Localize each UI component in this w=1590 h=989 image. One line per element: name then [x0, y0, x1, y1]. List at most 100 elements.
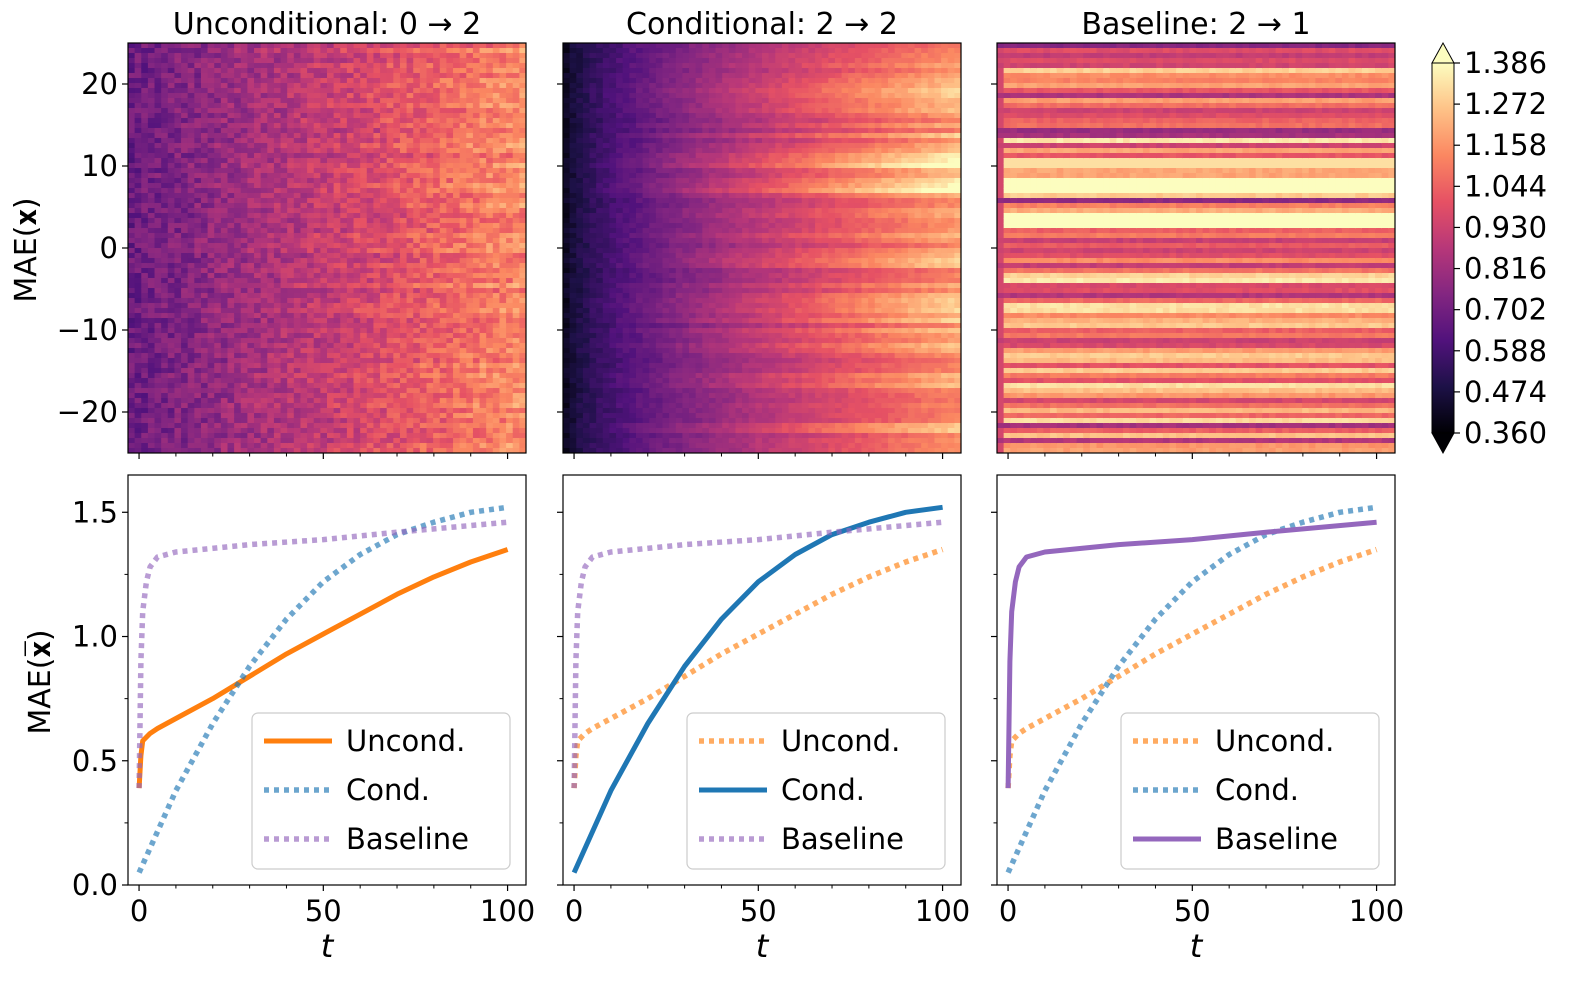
heatmap-cell: [273, 298, 282, 304]
heatmap-cell: [399, 293, 408, 299]
heatmap-cell: [426, 153, 434, 159]
heatmap-cell: [161, 323, 169, 329]
heatmap-cell: [260, 313, 268, 319]
heatmap-cell: [563, 223, 571, 229]
heatmap-cell: [234, 83, 242, 89]
heatmap-cell: [247, 418, 255, 424]
heatmap-cell: [519, 363, 526, 369]
heatmap-cell: [419, 418, 428, 424]
heatmap-cell: [439, 108, 447, 114]
heatmap-cell: [161, 378, 169, 384]
heatmap-cell: [227, 148, 235, 154]
heatmap-cell: [346, 408, 355, 414]
heatmap-cell: [472, 448, 481, 453]
heatmap-cell: [260, 373, 268, 379]
heatmap-cell: [214, 313, 222, 319]
heatmap-cell: [393, 363, 401, 369]
heatmap-cell: [499, 383, 507, 389]
heatmap-cell: [307, 408, 315, 414]
heatmap-cell: [479, 338, 487, 344]
heatmap-cell: [366, 373, 375, 379]
heatmap-cell: [499, 193, 507, 199]
heatmap-cell: [446, 433, 454, 439]
heatmap-cell: [459, 448, 467, 453]
heatmap-cell: [446, 228, 454, 234]
heatmap-cell: [499, 333, 507, 339]
heatmap-cell: [300, 433, 308, 439]
heatmap-cell: [366, 253, 375, 259]
heatmap-cell: [167, 438, 176, 444]
heatmap-cell: [333, 248, 341, 254]
heatmap-cell: [147, 258, 156, 264]
heatmap-cell: [181, 248, 189, 254]
heatmap-cell: [433, 263, 441, 269]
heatmap-cell: [466, 393, 474, 399]
heatmap-cell: [433, 268, 441, 274]
heatmap-cell: [492, 238, 501, 244]
heatmap-cell: [141, 423, 149, 429]
heatmap-cell: [399, 228, 408, 234]
heatmap-cell: [220, 403, 229, 409]
heatmap-cell: [519, 193, 526, 199]
heatmap-cell: [439, 188, 447, 194]
heatmap-cell: [273, 398, 282, 404]
heatmap-cell: [327, 183, 335, 189]
heatmap-cell: [340, 93, 348, 99]
heatmap-cell: [327, 148, 335, 154]
heatmap-cell: [406, 133, 414, 139]
heatmap-cell: [273, 368, 282, 374]
heatmap-cell: [386, 438, 394, 444]
heatmap-cell: [207, 173, 215, 179]
heatmap-cell: [161, 118, 169, 124]
heatmap-cell: [399, 208, 408, 214]
heatmap-cell: [214, 163, 222, 169]
heatmap-cell: [426, 313, 434, 319]
heatmap-cell: [214, 278, 222, 284]
heatmap-cell: [333, 398, 341, 404]
heatmap-cell: [492, 388, 501, 394]
heatmap-cell: [141, 68, 149, 74]
heatmap-cell: [181, 213, 189, 219]
heatmap-cell: [393, 283, 401, 289]
heatmap-cell: [307, 93, 315, 99]
heatmap-cell: [167, 308, 176, 314]
heatmap-cell: [260, 133, 268, 139]
heatmap-cell: [227, 438, 235, 444]
heatmap-cell: [563, 303, 571, 309]
heatmap-cell: [234, 78, 242, 84]
heatmap-cell: [353, 423, 361, 429]
heatmap-cell: [563, 143, 571, 149]
heatmap-cell: [161, 88, 169, 94]
heatmap-cell: [260, 43, 268, 49]
heatmap-cell: [466, 128, 474, 134]
heatmap-cell: [267, 193, 275, 199]
heatmap-cell: [134, 203, 142, 209]
heatmap-cell: [260, 243, 268, 249]
heatmap-cell: [273, 158, 282, 164]
heatmap-cell: [439, 383, 447, 389]
heatmap-cell: [187, 303, 195, 309]
heatmap-cell: [280, 223, 288, 229]
heatmap-cell: [512, 133, 520, 139]
heatmap-cell: [439, 223, 447, 229]
heatmap-cell: [207, 248, 215, 254]
heatmap-cell: [154, 313, 162, 319]
heatmap-cell: [181, 158, 189, 164]
heatmap-cell: [207, 253, 215, 259]
heatmap-cell: [492, 298, 501, 304]
heatmap-cell: [380, 323, 388, 329]
heatmap-cell: [128, 173, 136, 179]
heatmap-cell: [181, 293, 189, 299]
heatmap-cell: [167, 278, 176, 284]
heatmap-cell: [472, 118, 481, 124]
heatmap-cell: [413, 63, 421, 69]
heatmap-cell: [506, 128, 514, 134]
heatmap-cell: [466, 118, 474, 124]
heatmap-cell: [380, 188, 388, 194]
heatmap-cell: [200, 258, 209, 264]
heatmap-cell: [360, 183, 368, 189]
heatmap-cell: [499, 288, 507, 294]
heatmap-cell: [399, 408, 408, 414]
heatmap-cell: [300, 448, 308, 453]
heatmap-cell: [147, 318, 156, 324]
